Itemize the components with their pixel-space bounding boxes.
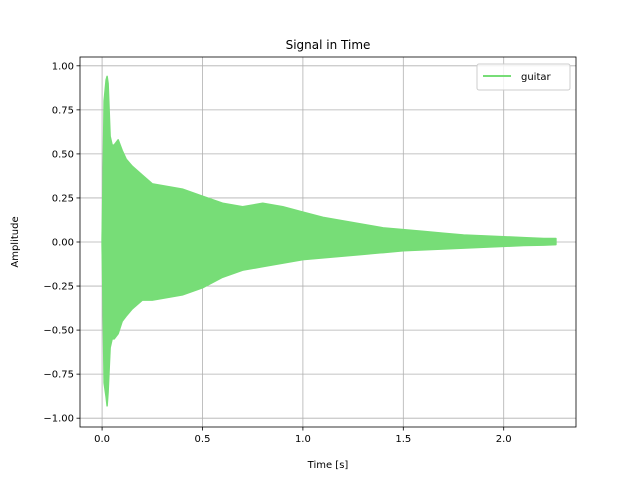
y-axis: −1.00 −0.75 −0.50 −0.25 0.00 0.25 0.50 0.75 1.00 bbox=[43, 61, 80, 425]
y-tick-label: 0.00 bbox=[52, 238, 74, 249]
y-tick-label: −1.00 bbox=[43, 414, 74, 425]
y-tick-label: −0.75 bbox=[43, 370, 74, 381]
y-tick-label: 0.50 bbox=[52, 149, 74, 160]
x-tick-label: 2.0 bbox=[496, 434, 512, 445]
signal-series-guitar bbox=[101, 75, 557, 407]
y-tick-label: 1.00 bbox=[52, 61, 74, 72]
legend-label-guitar: guitar bbox=[521, 72, 552, 83]
x-tick-label: 1.0 bbox=[295, 434, 311, 445]
y-tick-label: 0.25 bbox=[52, 193, 74, 204]
x-tick-label: 0.5 bbox=[195, 434, 211, 445]
y-tick-label: −0.25 bbox=[43, 282, 74, 293]
x-axis: 0.0 0.5 1.0 1.5 2.0 bbox=[94, 427, 512, 445]
x-tick-label: 0.0 bbox=[94, 434, 110, 445]
legend-box bbox=[476, 63, 571, 91]
plot-area bbox=[101, 75, 557, 407]
x-tick-label: 1.5 bbox=[395, 434, 411, 445]
chart-title: Signal in Time bbox=[286, 38, 371, 52]
legend: guitar bbox=[476, 63, 571, 91]
x-axis-label: Time [s] bbox=[307, 460, 349, 471]
y-tick-label: 0.75 bbox=[52, 105, 74, 116]
y-tick-label: −0.50 bbox=[43, 326, 74, 337]
y-axis-label: Amplitude bbox=[10, 216, 21, 267]
